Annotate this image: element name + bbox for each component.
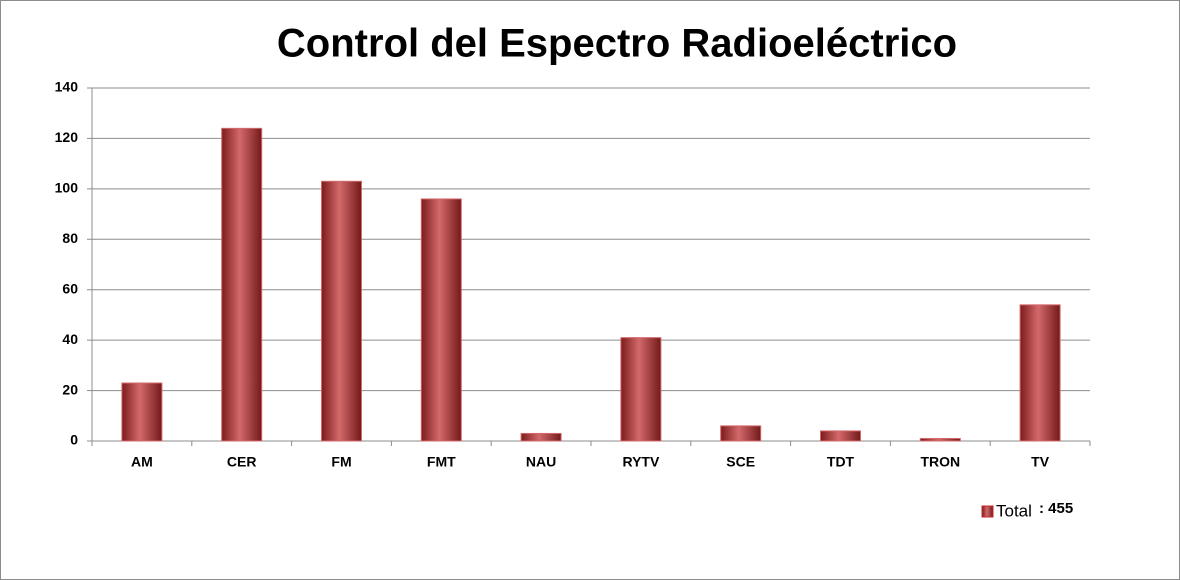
x-tick-label: FM <box>331 454 351 470</box>
y-tick-label: 100 <box>55 180 79 196</box>
x-tick-label: RYTV <box>622 454 659 470</box>
bar <box>121 382 163 442</box>
x-tick-label: CER <box>227 454 257 470</box>
x-tick-label: AM <box>131 454 153 470</box>
bar <box>520 432 562 442</box>
y-tick-label: 120 <box>55 129 79 145</box>
x-tick-label: SCE <box>726 454 755 470</box>
y-tick-label: 140 <box>55 79 79 95</box>
y-tick-label: 0 <box>70 432 78 448</box>
bar <box>1019 304 1061 442</box>
legend-swatch <box>981 505 994 518</box>
bar <box>221 127 263 442</box>
x-tick-label: TV <box>1031 454 1050 470</box>
bar <box>321 180 362 442</box>
y-tick-label: 40 <box>62 331 78 347</box>
bar <box>620 337 662 442</box>
bar <box>420 198 462 442</box>
bar <box>919 437 961 442</box>
x-tick-label: TDT <box>827 454 855 470</box>
bar <box>820 430 861 442</box>
y-tick-label: 80 <box>62 230 78 246</box>
x-tick-label: NAU <box>526 454 556 470</box>
x-tick-label: TRON <box>920 454 960 470</box>
annotation: : 455 <box>1039 500 1073 517</box>
y-tick-label: 20 <box>62 381 78 397</box>
x-tick-label: FMT <box>427 454 456 470</box>
bar <box>720 425 762 442</box>
y-tick-label: 60 <box>62 280 78 296</box>
legend-label: Total <box>996 501 1032 520</box>
chart-title: Control del Espectro Radioeléctrico <box>277 22 957 66</box>
